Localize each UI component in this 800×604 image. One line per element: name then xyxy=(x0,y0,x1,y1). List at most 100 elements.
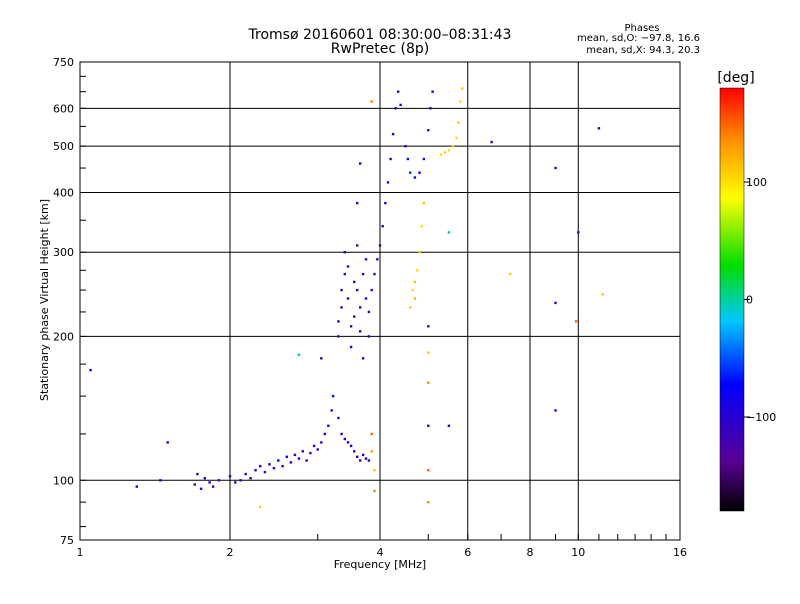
data-point xyxy=(457,121,460,124)
data-point xyxy=(208,481,211,484)
data-point xyxy=(399,103,402,107)
data-point xyxy=(384,201,387,205)
data-point xyxy=(211,485,215,488)
data-point xyxy=(244,472,247,476)
data-point xyxy=(337,335,340,338)
data-point xyxy=(381,225,384,228)
data-point xyxy=(427,381,430,384)
data-point xyxy=(199,487,203,490)
data-point xyxy=(346,441,350,444)
data-point xyxy=(343,272,346,276)
data-point xyxy=(228,475,232,478)
data-point xyxy=(574,320,578,323)
data-point xyxy=(293,453,297,457)
data-point xyxy=(268,463,271,466)
data-point xyxy=(509,272,512,276)
data-point xyxy=(356,455,359,458)
data-point xyxy=(301,450,304,453)
data-point xyxy=(359,306,362,309)
data-point xyxy=(340,306,343,309)
data-point xyxy=(422,157,426,161)
data-point xyxy=(370,100,373,103)
data-point xyxy=(359,330,362,333)
data-point xyxy=(413,176,417,179)
data-point xyxy=(305,459,308,462)
data-point xyxy=(272,467,276,470)
data-point xyxy=(391,132,395,136)
data-point xyxy=(320,357,323,360)
data-point xyxy=(337,416,340,420)
x-tick-label: 10 xyxy=(571,546,585,559)
data-point xyxy=(159,479,162,482)
data-point xyxy=(285,455,288,458)
data-point xyxy=(337,320,340,323)
data-point xyxy=(386,181,390,184)
y-tick-label: 600 xyxy=(53,102,74,115)
data-point xyxy=(554,166,557,170)
data-point xyxy=(370,432,373,436)
data-point xyxy=(451,145,454,148)
x-axis-ticks: 1 2 4 6 8 10 16 xyxy=(77,534,687,559)
data-point xyxy=(418,171,421,174)
data-point xyxy=(217,479,221,482)
data-point xyxy=(364,297,368,300)
data-point xyxy=(577,231,580,234)
data-point xyxy=(346,297,350,300)
data-point xyxy=(373,469,376,472)
data-point xyxy=(289,461,293,464)
data-point xyxy=(429,107,432,110)
data-point xyxy=(259,505,262,508)
data-point xyxy=(406,157,410,161)
data-point xyxy=(361,272,365,276)
data-point xyxy=(353,450,356,453)
data-point xyxy=(427,501,430,504)
colorbar-tick-label: −100 xyxy=(746,411,776,424)
y-tick-label: 100 xyxy=(53,474,74,487)
data-point xyxy=(455,136,458,140)
data-point xyxy=(601,293,604,296)
y-tick-label: 500 xyxy=(53,140,74,153)
y-tick-label: 750 xyxy=(53,56,74,69)
data-point xyxy=(378,244,382,247)
data-point xyxy=(431,90,434,93)
data-point xyxy=(193,483,196,486)
data-point xyxy=(427,325,430,328)
data-point xyxy=(461,87,464,90)
y-axis-ticks: 75 100 200 300 400 500 600 750 xyxy=(53,56,86,547)
colorbar-tick-label: 100 xyxy=(746,176,767,189)
data-point xyxy=(447,149,451,152)
data-point xyxy=(249,477,252,480)
colorbar-label: [deg] xyxy=(717,70,754,86)
data-point xyxy=(263,470,267,474)
y-tick-label: 400 xyxy=(53,186,74,199)
data-point xyxy=(239,479,242,482)
data-point xyxy=(135,485,138,488)
y-tick-label: 200 xyxy=(53,330,74,343)
data-point xyxy=(370,450,373,453)
data-point xyxy=(420,225,423,228)
data-point xyxy=(376,258,379,261)
data-point xyxy=(316,448,319,451)
data-point xyxy=(427,424,430,427)
data-point xyxy=(320,441,323,444)
x-axis-label: Frequency [MHz] xyxy=(334,558,426,571)
data-point xyxy=(422,201,426,205)
data-point xyxy=(459,100,462,103)
chart-subtitle: RwPretec (8p) xyxy=(331,41,429,57)
data-point xyxy=(203,477,206,480)
data-point xyxy=(349,345,353,349)
x-tick-label: 4 xyxy=(377,546,384,559)
data-point xyxy=(367,459,371,462)
data-point xyxy=(353,280,356,284)
data-point xyxy=(427,351,430,354)
data-point xyxy=(356,244,359,247)
data-point xyxy=(361,453,365,457)
y-tick-label: 75 xyxy=(60,534,74,547)
data-point xyxy=(323,432,326,436)
data-point xyxy=(343,251,346,254)
data-point xyxy=(411,288,414,292)
data-point xyxy=(364,457,368,460)
data-point xyxy=(389,157,392,161)
data-point xyxy=(373,272,376,276)
